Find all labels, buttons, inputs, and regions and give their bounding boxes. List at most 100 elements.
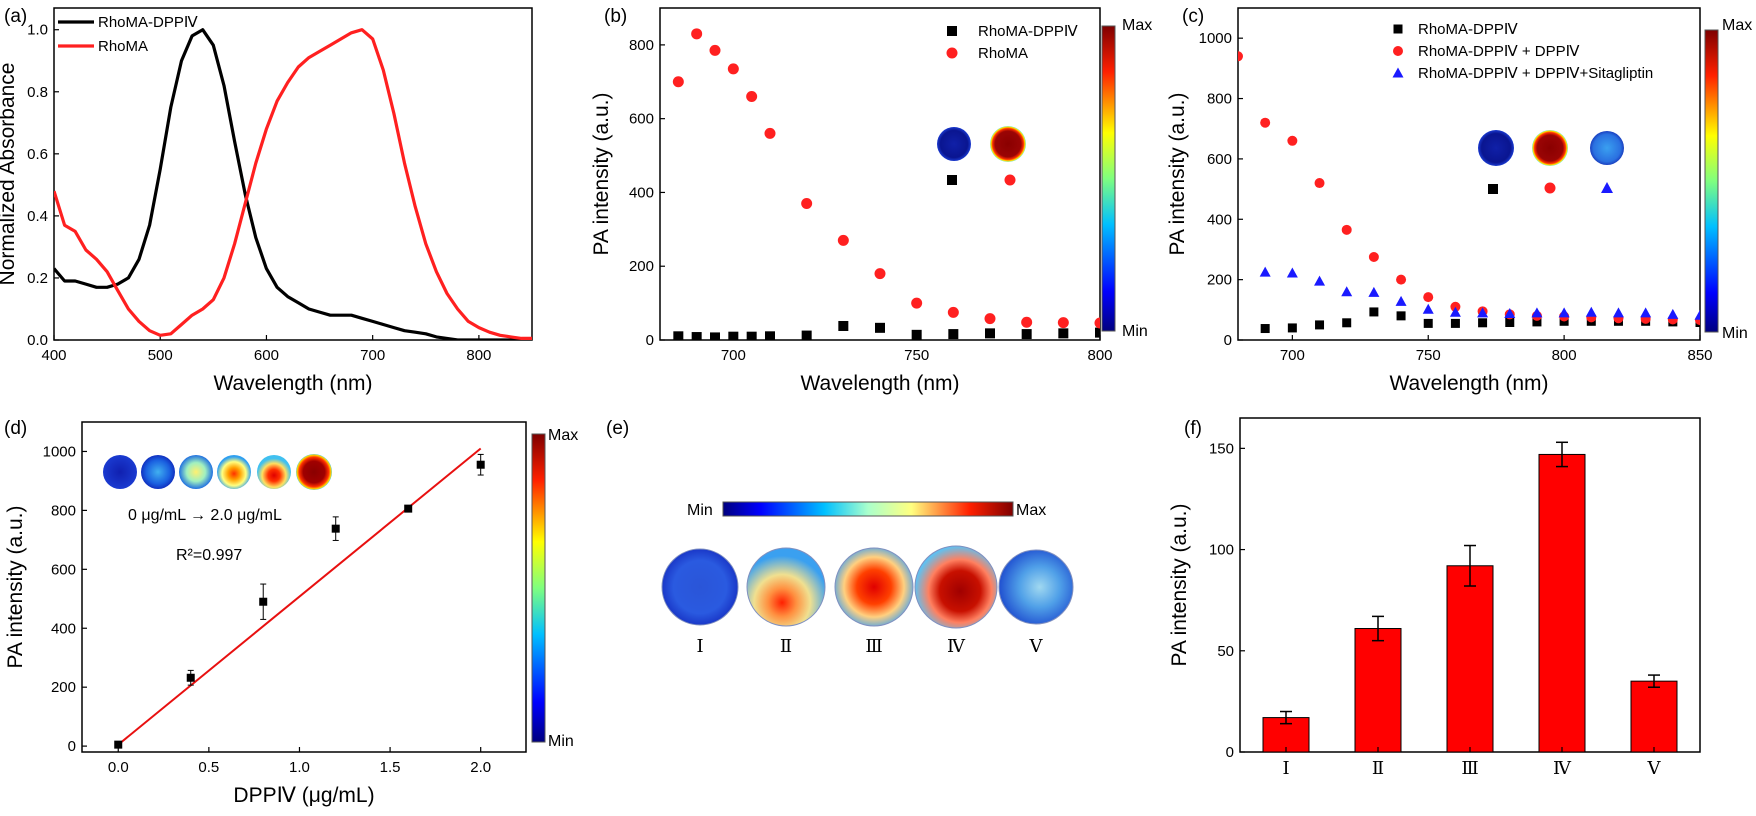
bar [1630,680,1678,753]
y-tick-label: 1000 [1199,30,1232,47]
legend-label: RhoMA-DPPⅣ [978,23,1078,40]
legend-label: RhoMA-DPPⅣ [98,14,198,31]
data-point [1287,323,1297,333]
data-point [1640,307,1652,318]
x-tick-label: 800 [466,347,491,364]
pa-image-group-3 [834,547,914,627]
y-tick-label: 150 [1209,440,1234,457]
y-tick-label: 0.4 [27,208,48,225]
data-point [404,504,413,513]
plot-area [114,447,485,749]
data-point [801,198,813,210]
pa-image-rhoma [990,126,1026,162]
inset-marker-circle [1004,174,1016,186]
legend-label: RhoMA-DPPⅣ [1418,21,1518,38]
data-point [672,76,684,88]
y-tick-label: 0.6 [27,146,48,163]
pa-image-concentration-3 [179,455,213,489]
data-point [1259,266,1271,277]
pa-image-group-4 [914,545,998,629]
data-point [691,28,703,40]
data-point [1395,295,1407,306]
y-tick-label: 1.0 [27,22,48,39]
y-tick-label: 400 [629,184,654,201]
y-tick-label: 600 [629,111,654,128]
panel-label-f: (f) [1184,418,1202,439]
data-point [1585,306,1597,317]
r-squared-annotation: R²=0.997 [176,547,242,564]
pa-image-rhoma-dppiv [1478,130,1514,166]
data-point [709,44,721,56]
y-tick-label: 0.8 [27,84,48,101]
x-tick-label: 2.0 [470,759,491,776]
x-axis-label: Wavelength (nm) [213,372,372,395]
panel-f-bar-chart: 0 50 100 150 PA intensity (a.u.) Ⅰ Ⅱ Ⅲ Ⅳ Ⅴ [1168,417,1701,778]
category-label: Ⅱ [1372,758,1384,778]
data-point [1260,324,1270,334]
data-point [1694,309,1700,320]
bar [1538,453,1586,753]
y-axis-label: PA intensity (a.u.) [590,92,613,255]
colorbar-gradient-horizontal [722,501,1014,517]
data-point [728,331,739,340]
x-tick-label: 700 [721,347,746,364]
y-tick-label: 0 [646,332,654,349]
x-tick-label: 850 [1687,347,1712,364]
data-point [1021,329,1032,340]
panel-d-calibration-chart: 0.0 0.5 1.0 1.5 2.0 0 200 400 600 800 1000 DPPⅣ (μg… [4,421,527,807]
data-point [476,460,485,469]
image-label-4: Ⅳ [947,636,966,656]
y-tick-label: 200 [629,258,654,275]
x-tick-label: 1.5 [380,759,401,776]
pa-image-concentration-4 [217,455,251,489]
data-point [1287,135,1298,146]
x-axis-label: Wavelength (nm) [800,372,959,395]
x-tick-label: 0.0 [108,759,129,776]
data-point [1238,51,1243,62]
category-label: Ⅲ [1461,758,1478,778]
data-point [985,328,995,339]
data-point [1315,320,1325,330]
data-point [1342,318,1352,328]
bar [1354,628,1402,753]
data-point [1504,307,1516,318]
panel-label-b: (b) [604,6,627,27]
data-point [874,268,886,280]
data-point [1260,117,1271,128]
panel-label-a: (a) [4,6,27,27]
data-point [984,313,996,325]
series-line [54,28,532,340]
data-point [1058,328,1069,339]
colorbar-gradient [531,433,546,743]
panel-a-absorbance-chart: 400 500 600 700 800 0.0 0.2 0.4 0.6 0.8 1.0 Wavelen… [0,7,533,395]
data-point [838,320,849,331]
data-point [259,597,268,606]
linear-fit-line [117,447,482,746]
y-tick-label: 400 [1207,211,1232,228]
data-point [1369,307,1379,317]
data-point [1667,308,1679,319]
pa-image-group-5 [998,549,1074,625]
y-tick-label: 0 [1224,332,1232,349]
data-point [1422,303,1434,314]
x-tick-label: 0.5 [198,759,219,776]
inset-marker-square [947,175,957,185]
data-point [1505,317,1515,327]
panel-c-pa-spectrum-chart: 700 750 800 850 0 200 400 600 800 1000 Wavelength … [1166,7,1713,395]
data-point [765,331,775,340]
panel-label-e: (e) [606,418,629,439]
data-point [673,331,684,340]
data-point [1393,46,1403,56]
colorbar-min-label: Min [687,502,713,519]
pa-image-group-2 [746,547,826,627]
data-point [946,47,958,59]
legend-label: RhoMA-DPPⅣ + DPPⅣ [1418,43,1580,60]
x-tick-label: 800 [1552,347,1577,364]
plot-frame [81,421,527,753]
y-tick-label: 0.0 [27,332,48,349]
data-point [1341,224,1352,235]
category-label: Ⅴ [1647,758,1662,778]
data-point [727,63,739,75]
data-point [1531,307,1543,318]
y-tick-label: 100 [1209,542,1234,559]
